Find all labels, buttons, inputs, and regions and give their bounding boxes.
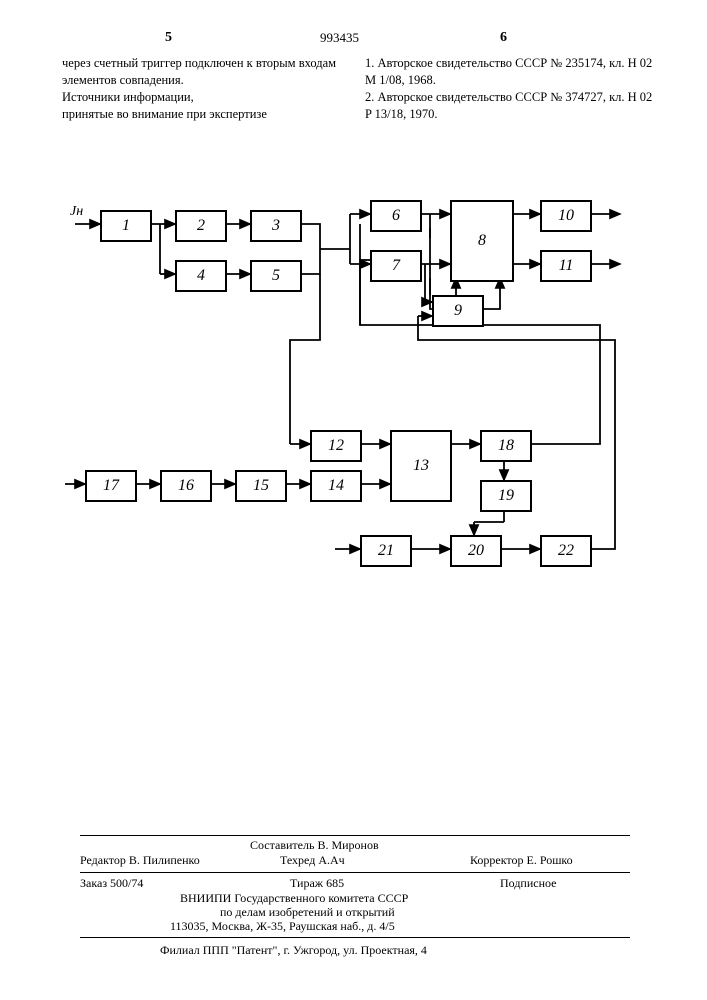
block-15: 15 xyxy=(235,470,287,502)
block-5: 5 xyxy=(250,260,302,292)
footer-rule-3 xyxy=(80,937,630,938)
footer-editor: Редактор В. Пилипенко xyxy=(80,853,200,869)
block-11: 11 xyxy=(540,250,592,282)
doc-number: 993435 xyxy=(320,30,359,46)
block-diagram: Jн xyxy=(60,180,650,600)
footer-tirazh: Тираж 685 xyxy=(290,876,344,892)
block-1: 1 xyxy=(100,210,152,242)
block-14: 14 xyxy=(310,470,362,502)
block-18: 18 xyxy=(480,430,532,462)
footer-address: 113035, Москва, Ж-35, Раушская наб., д. … xyxy=(170,919,395,935)
block-3: 3 xyxy=(250,210,302,242)
footer-filial: Филиал ППП "Патент", г. Ужгород, ул. Про… xyxy=(160,943,427,959)
block-16: 16 xyxy=(160,470,212,502)
block-10: 10 xyxy=(540,200,592,232)
block-12: 12 xyxy=(310,430,362,462)
page: 5 993435 6 через счетный триггер подключ… xyxy=(0,0,707,1000)
block-20: 20 xyxy=(450,535,502,567)
block-22: 22 xyxy=(540,535,592,567)
block-21: 21 xyxy=(360,535,412,567)
footer-rule-1 xyxy=(80,835,630,836)
footer-rule-2 xyxy=(80,872,630,873)
block-6: 6 xyxy=(370,200,422,232)
block-7: 7 xyxy=(370,250,422,282)
footer-podpisnoe: Подписное xyxy=(500,876,557,892)
footer-compiler: Составитель В. Миронов xyxy=(250,838,379,854)
footer-order: Заказ 500/74 xyxy=(80,876,143,892)
right-column-text: 1. Авторское свидетельство СССР № 235174… xyxy=(365,55,660,123)
block-2: 2 xyxy=(175,210,227,242)
page-num-right: 6 xyxy=(500,30,507,46)
footer-corrector: Корректор Е. Рошко xyxy=(470,853,573,869)
block-9: 9 xyxy=(432,295,484,327)
block-13: 13 xyxy=(390,430,452,502)
left-column-text: через счетный триггер подключен к вторым… xyxy=(62,55,337,123)
footer-tehred: Техред А.Ач xyxy=(280,853,345,869)
page-num-left: 5 xyxy=(165,30,172,46)
block-8: 8 xyxy=(450,200,514,282)
block-19: 19 xyxy=(480,480,532,512)
block-17: 17 xyxy=(85,470,137,502)
block-4: 4 xyxy=(175,260,227,292)
